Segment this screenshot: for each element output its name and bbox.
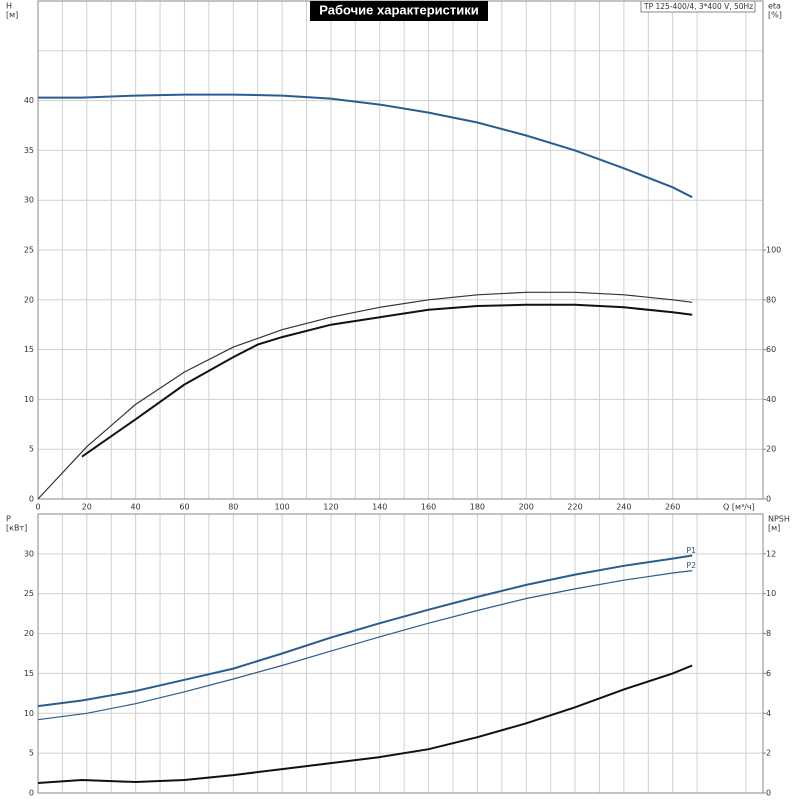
annotation: TP 125-400/4, 3*400 V, 50Hz [643,2,753,11]
x-axis-label: Q [м³/ч] [723,503,755,512]
y-tick-label: 10 [24,709,34,718]
y-tick-label: 5 [29,445,34,454]
x-tick-label: 0 [35,503,40,512]
y-tick-label: 0 [29,495,34,504]
y-tick-label: 15 [24,345,34,354]
y-tick-label: 25 [24,589,34,598]
chart-title: Рабочие характеристики [319,2,479,17]
x-tick-label: 240 [616,503,631,512]
y-axis-label: H [6,2,12,11]
x-tick-label: 40 [131,503,141,512]
curve [37,291,693,500]
y2-tick-label: 100 [766,246,781,255]
curve [37,554,693,708]
y-tick-label: 20 [24,295,34,304]
y2-tick-label: 4 [766,709,771,718]
y2-axis-label: NPSH [768,515,790,524]
plot-frame [37,513,764,794]
y-tick-label: 15 [24,669,34,678]
y-axis-unit: [м] [6,11,18,20]
y-tick-label: 10 [24,395,34,404]
x-tick-label: 100 [274,503,289,512]
x-tick-label: 20 [82,503,92,512]
y-tick-label: 5 [29,749,34,758]
title-background [310,1,488,21]
y-tick-label: 40 [24,96,34,105]
y2-tick-label: 0 [766,789,771,798]
y2-axis-label: eta [768,2,781,11]
x-tick-label: 160 [421,503,436,512]
title-box: Рабочие характеристики [310,1,488,21]
y-tick-label: 20 [24,629,34,638]
y2-tick-label: 80 [766,295,776,304]
curve [38,93,693,199]
x-tick-label: 180 [470,503,485,512]
annotation-box [640,0,756,13]
curve [37,664,693,784]
y-axis-label: P [6,515,11,524]
y-tick-label: 35 [24,146,34,155]
x-tick-label: 120 [323,503,338,512]
x-tick-label: 80 [228,503,238,512]
curve-label: P1 [686,546,696,555]
y-axis-unit: [кВт] [6,524,27,533]
y2-tick-label: 12 [766,549,776,558]
y2-tick-label: 0 [766,495,771,504]
x-tick-label: 260 [665,503,680,512]
x-tick-label: 140 [372,503,387,512]
y2-tick-label: 40 [766,395,776,404]
y2-tick-label: 20 [766,445,776,454]
y2-tick-label: 6 [766,669,771,678]
y-tick-label: 25 [24,246,34,255]
y2-tick-label: 2 [766,749,771,758]
y2-axis-unit: [%] [768,11,782,20]
y-tick-label: 30 [24,549,34,558]
y2-tick-label: 60 [766,345,776,354]
x-tick-label: 220 [567,503,582,512]
y2-axis-unit: [м] [768,524,780,533]
curve [81,303,693,458]
x-tick-label: 200 [519,503,534,512]
curve-label: P2 [686,561,696,570]
y2-tick-label: 8 [766,629,771,638]
y-tick-label: 30 [24,196,34,205]
y2-tick-label: 10 [766,589,776,598]
x-tick-label: 60 [179,503,189,512]
y-tick-label: 0 [29,789,34,798]
curve [37,570,693,721]
